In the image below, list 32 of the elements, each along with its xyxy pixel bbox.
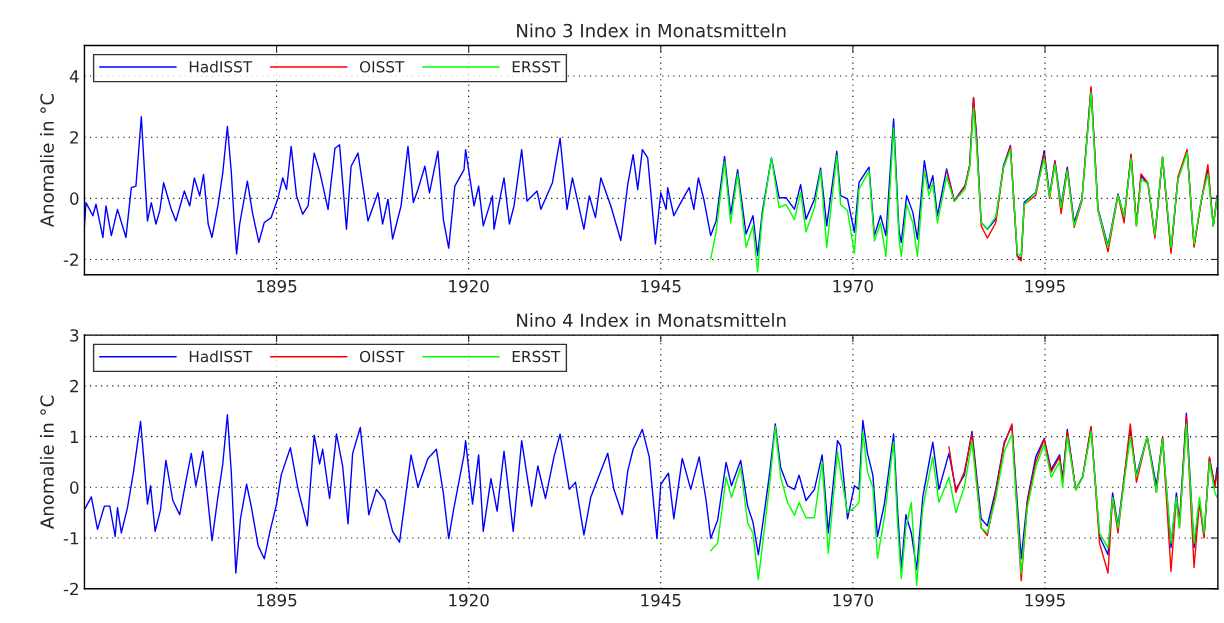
chart-title: Nino 3 Index in Monatsmitteln xyxy=(517,23,786,38)
y-tick-label: -1 xyxy=(63,532,79,545)
y-tick-label: 2 xyxy=(70,131,78,144)
line-series xyxy=(710,423,1218,586)
y-tick-label: 0 xyxy=(70,481,79,494)
x-tick-label: 1920 xyxy=(449,593,489,607)
chart-title: Nino 4 Index in Monatsmitteln xyxy=(517,313,786,328)
x-tick-label: 1895 xyxy=(257,593,297,607)
y-tick-label: -2 xyxy=(63,253,78,266)
x-tick-label: 1945 xyxy=(641,279,681,293)
y-tick-label: -2 xyxy=(63,582,78,596)
x-tick-label: 1995 xyxy=(1025,279,1065,293)
x-tick-label: 1895 xyxy=(257,279,297,293)
x-tick-label: 1970 xyxy=(833,593,873,607)
y-tick-label: 3 xyxy=(70,329,79,342)
y-tick-label: 2 xyxy=(70,379,78,393)
legend-label: OISST xyxy=(359,61,405,73)
legend-label: HadISST xyxy=(189,350,253,363)
x-tick-label: 1945 xyxy=(641,593,681,607)
line-series xyxy=(710,92,1218,273)
y-tick-label: 1 xyxy=(70,430,79,443)
legend-label: ERSST xyxy=(512,350,561,363)
y-axis-title: Anomalie in °C xyxy=(39,93,54,228)
x-tick-label: 1920 xyxy=(449,279,489,293)
legend-label: ERSST xyxy=(512,61,561,73)
legend-label: HadISST xyxy=(189,60,253,73)
y-tick-label: 0 xyxy=(70,192,79,205)
legend-label: OISST xyxy=(359,350,405,363)
y-tick-label: 4 xyxy=(69,70,79,83)
x-tick-label: 1995 xyxy=(1025,593,1065,607)
y-axis-title: Anomalie in °C xyxy=(39,395,54,529)
x-tick-label: 1970 xyxy=(833,279,873,293)
